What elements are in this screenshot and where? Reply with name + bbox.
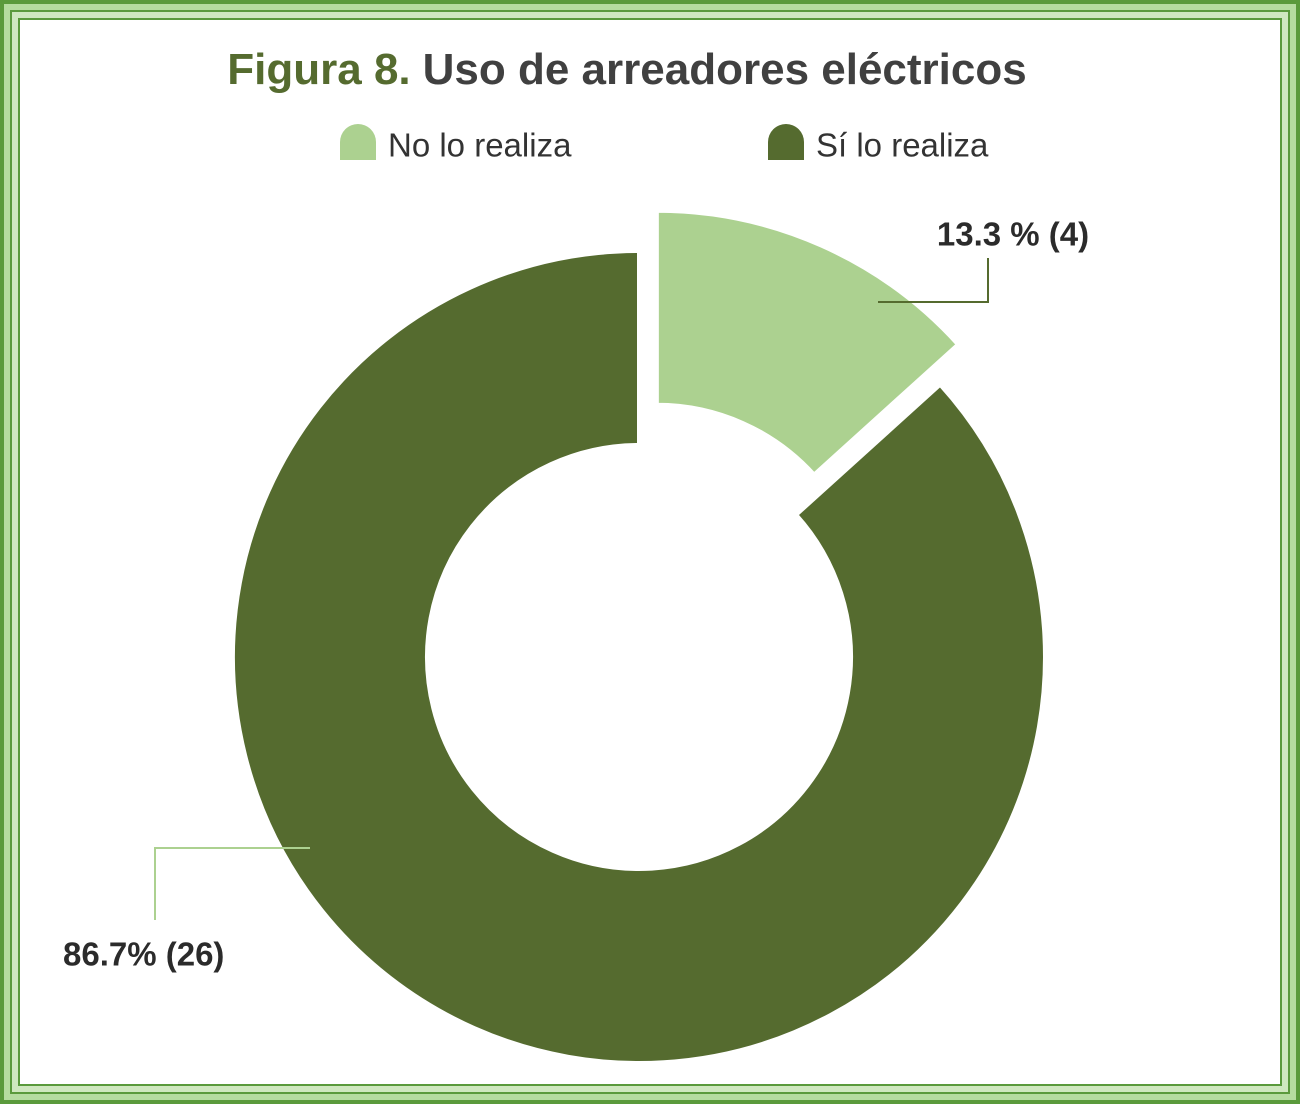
value-label: 13.3 % (4) xyxy=(937,216,1089,253)
leader-line xyxy=(154,847,310,920)
legend-swatch xyxy=(768,124,804,160)
chart-title: Figura 8. Uso de arreadores eléctricos xyxy=(227,45,1026,94)
title-text: Uso de arreadores eléctricos xyxy=(423,45,1027,94)
legend-label: No lo realiza xyxy=(388,127,572,164)
figure-label: Figura 8. xyxy=(227,45,410,94)
leader-line xyxy=(878,258,989,303)
legend-swatch xyxy=(340,124,376,160)
value-label: 86.7% (26) xyxy=(63,936,224,973)
donut-slice xyxy=(654,208,961,478)
donut-slice xyxy=(231,248,1047,1065)
frame-content xyxy=(18,18,1282,1086)
legend-label: Sí lo realiza xyxy=(816,127,989,164)
